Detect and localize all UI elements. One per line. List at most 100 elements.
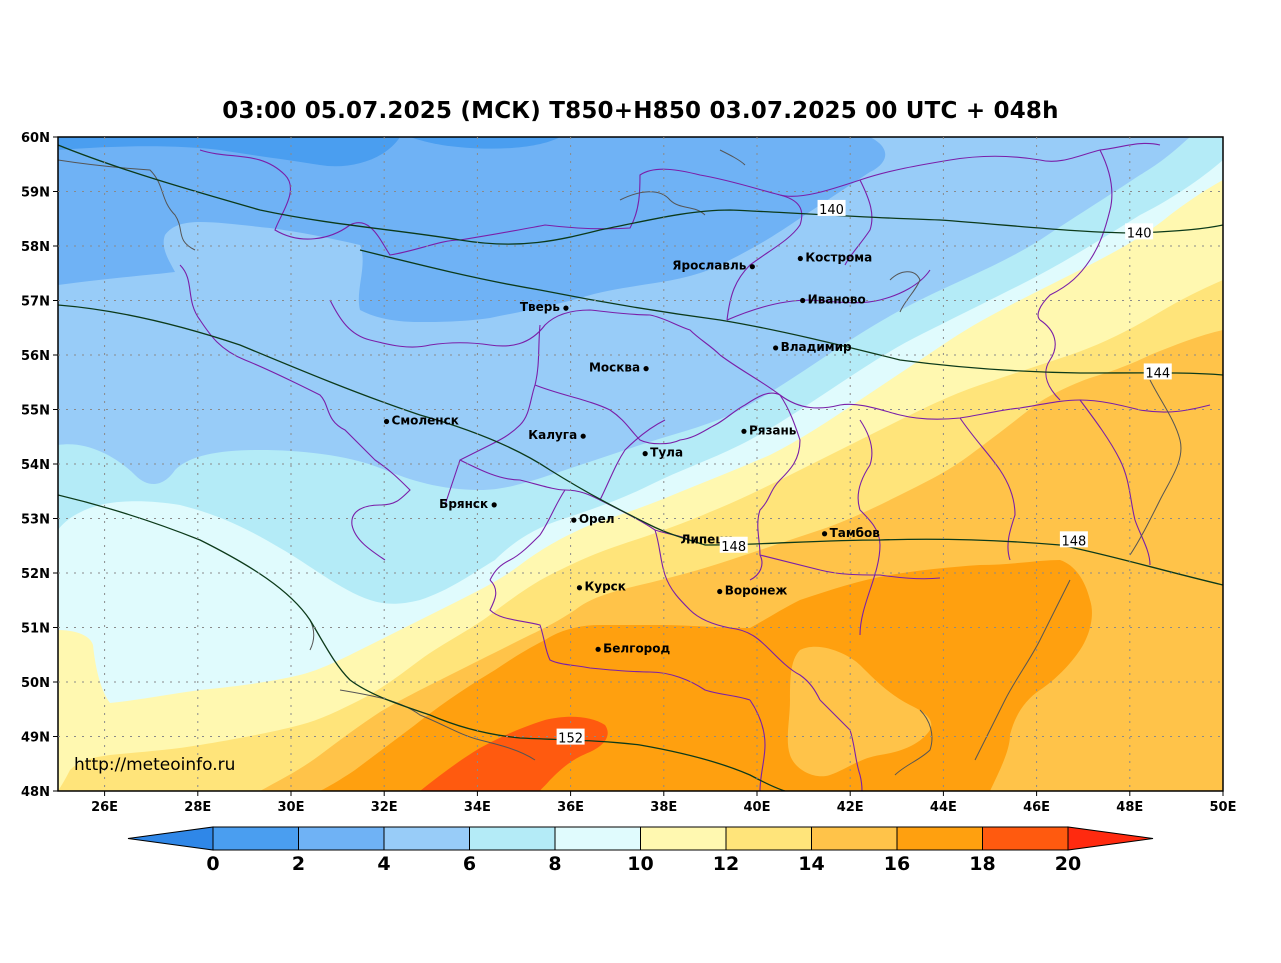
colorbar-segment <box>725 826 812 851</box>
city-label: Москва <box>589 361 640 375</box>
contour-140 <box>58 144 1223 245</box>
boundary-line <box>489 489 566 581</box>
colorbar-segment <box>811 826 898 851</box>
colorbar-tick-label: 16 <box>884 853 910 875</box>
colorbar-segment <box>640 826 727 851</box>
lat-label: 53N <box>21 513 50 528</box>
city-dot <box>595 646 601 652</box>
contour-148-east <box>704 538 1223 586</box>
lon-label: 50E <box>1210 800 1237 815</box>
lon-label: 42E <box>837 800 864 815</box>
city-marker: Брянск <box>439 497 497 511</box>
boundary-line <box>959 417 1016 561</box>
boundary-line <box>1079 399 1151 566</box>
city-dot <box>717 588 723 595</box>
boundary-line <box>489 579 751 701</box>
city-marker: Смоленск <box>383 413 459 427</box>
city-label: Кострома <box>805 251 872 265</box>
contour-label-bg <box>1125 223 1154 240</box>
boundary-line <box>599 419 666 501</box>
region-boundaries <box>179 142 1211 791</box>
colorbar-tick-label: 0 <box>206 853 219 875</box>
city-dot <box>642 451 648 457</box>
city-marker: Рязань <box>741 423 797 437</box>
city-dot <box>821 531 828 537</box>
colorbar-segment <box>383 826 470 851</box>
city-label: Курск <box>584 580 625 594</box>
gridlines <box>58 137 1223 791</box>
boundary-line <box>329 299 721 356</box>
cities-layer: Ярославль Кострома Иваново Тверь Владимир Мос… <box>383 251 880 655</box>
contour-label-text: 148 <box>1061 534 1086 549</box>
contour-label-bg <box>1059 531 1088 548</box>
latitude-labels: 60N 59N 58N 57N 56N 55N 54N 53N 52N 51N 50N 49N 48N <box>21 131 50 800</box>
contour-label-140: 140 <box>1125 223 1154 241</box>
lat-label: 57N <box>21 295 50 310</box>
coast-line <box>339 689 536 761</box>
field-band-0-2 <box>58 137 400 167</box>
coastlines-rivers <box>58 149 1182 776</box>
lat-label: 54N <box>21 458 50 473</box>
city-label: Орел <box>579 512 615 526</box>
boundary-line <box>819 699 863 791</box>
city-marker: Владимир <box>773 340 852 354</box>
contour-label-text: 148 <box>721 540 746 555</box>
city-marker: Иваново <box>800 293 866 307</box>
colorbar-segment <box>469 826 556 851</box>
city-dot <box>576 585 583 591</box>
city-dot <box>643 366 649 372</box>
city-marker: Тверь <box>520 300 569 314</box>
lon-label: 30E <box>278 800 305 815</box>
colorbar: 0 2 4 6 8 10 12 14 16 18 20 <box>127 826 1154 875</box>
lon-label: 44E <box>930 800 957 815</box>
colorbar-tick-label: 4 <box>377 853 390 875</box>
city-marker: Белгород <box>595 641 671 655</box>
colorbar-segment <box>896 826 983 851</box>
colorbar-segment <box>554 826 641 851</box>
coast-line <box>1129 379 1182 556</box>
contour-label-text: 140 <box>819 203 844 218</box>
boundary-line <box>726 269 931 321</box>
boundary-line <box>719 354 1211 420</box>
contour-label-bg <box>556 728 585 745</box>
lat-label: 51N <box>21 622 50 637</box>
lon-label: 34E <box>464 800 491 815</box>
city-label: Воронеж <box>725 584 788 598</box>
height-contours <box>58 144 1223 791</box>
city-label: Липецк <box>681 532 733 546</box>
city-dot <box>741 428 747 434</box>
city-dot <box>773 345 779 351</box>
city-dot <box>749 264 755 270</box>
coast-line <box>58 159 196 251</box>
city-dot <box>491 502 497 508</box>
lat-label: 52N <box>21 567 50 582</box>
lon-label: 26E <box>91 800 118 815</box>
colorbar-segment <box>298 826 385 851</box>
city-dot <box>563 305 569 311</box>
lon-label: 38E <box>650 800 677 815</box>
coast-line <box>719 149 746 166</box>
city-dot <box>571 517 577 523</box>
city-marker: Тула <box>642 446 683 460</box>
city-label: Тула <box>650 446 683 460</box>
coast-line <box>894 709 933 776</box>
colorbar-over-arrow <box>1067 826 1154 851</box>
lon-label: 36E <box>557 800 584 815</box>
city-marker: Курск <box>576 580 626 594</box>
lat-label: 50N <box>21 676 50 691</box>
city-label: Тверь <box>520 300 561 314</box>
city-label: Белгород <box>603 641 670 655</box>
boundary-line <box>857 419 881 636</box>
city-dot <box>800 297 806 304</box>
field-band-16-18-hole <box>787 646 932 777</box>
boundary-line <box>844 179 873 266</box>
city-label: Иваново <box>808 293 866 307</box>
contour-label-148: 148 <box>1059 531 1088 549</box>
city-label: Брянск <box>439 497 488 511</box>
boundary-line <box>459 459 691 541</box>
colorbar-tick-label: 18 <box>969 853 995 875</box>
city-label: Калуга <box>528 428 577 442</box>
field-band-2-4 <box>58 137 886 322</box>
lon-label: 48E <box>1116 800 1143 815</box>
temperature-field <box>58 137 1223 791</box>
